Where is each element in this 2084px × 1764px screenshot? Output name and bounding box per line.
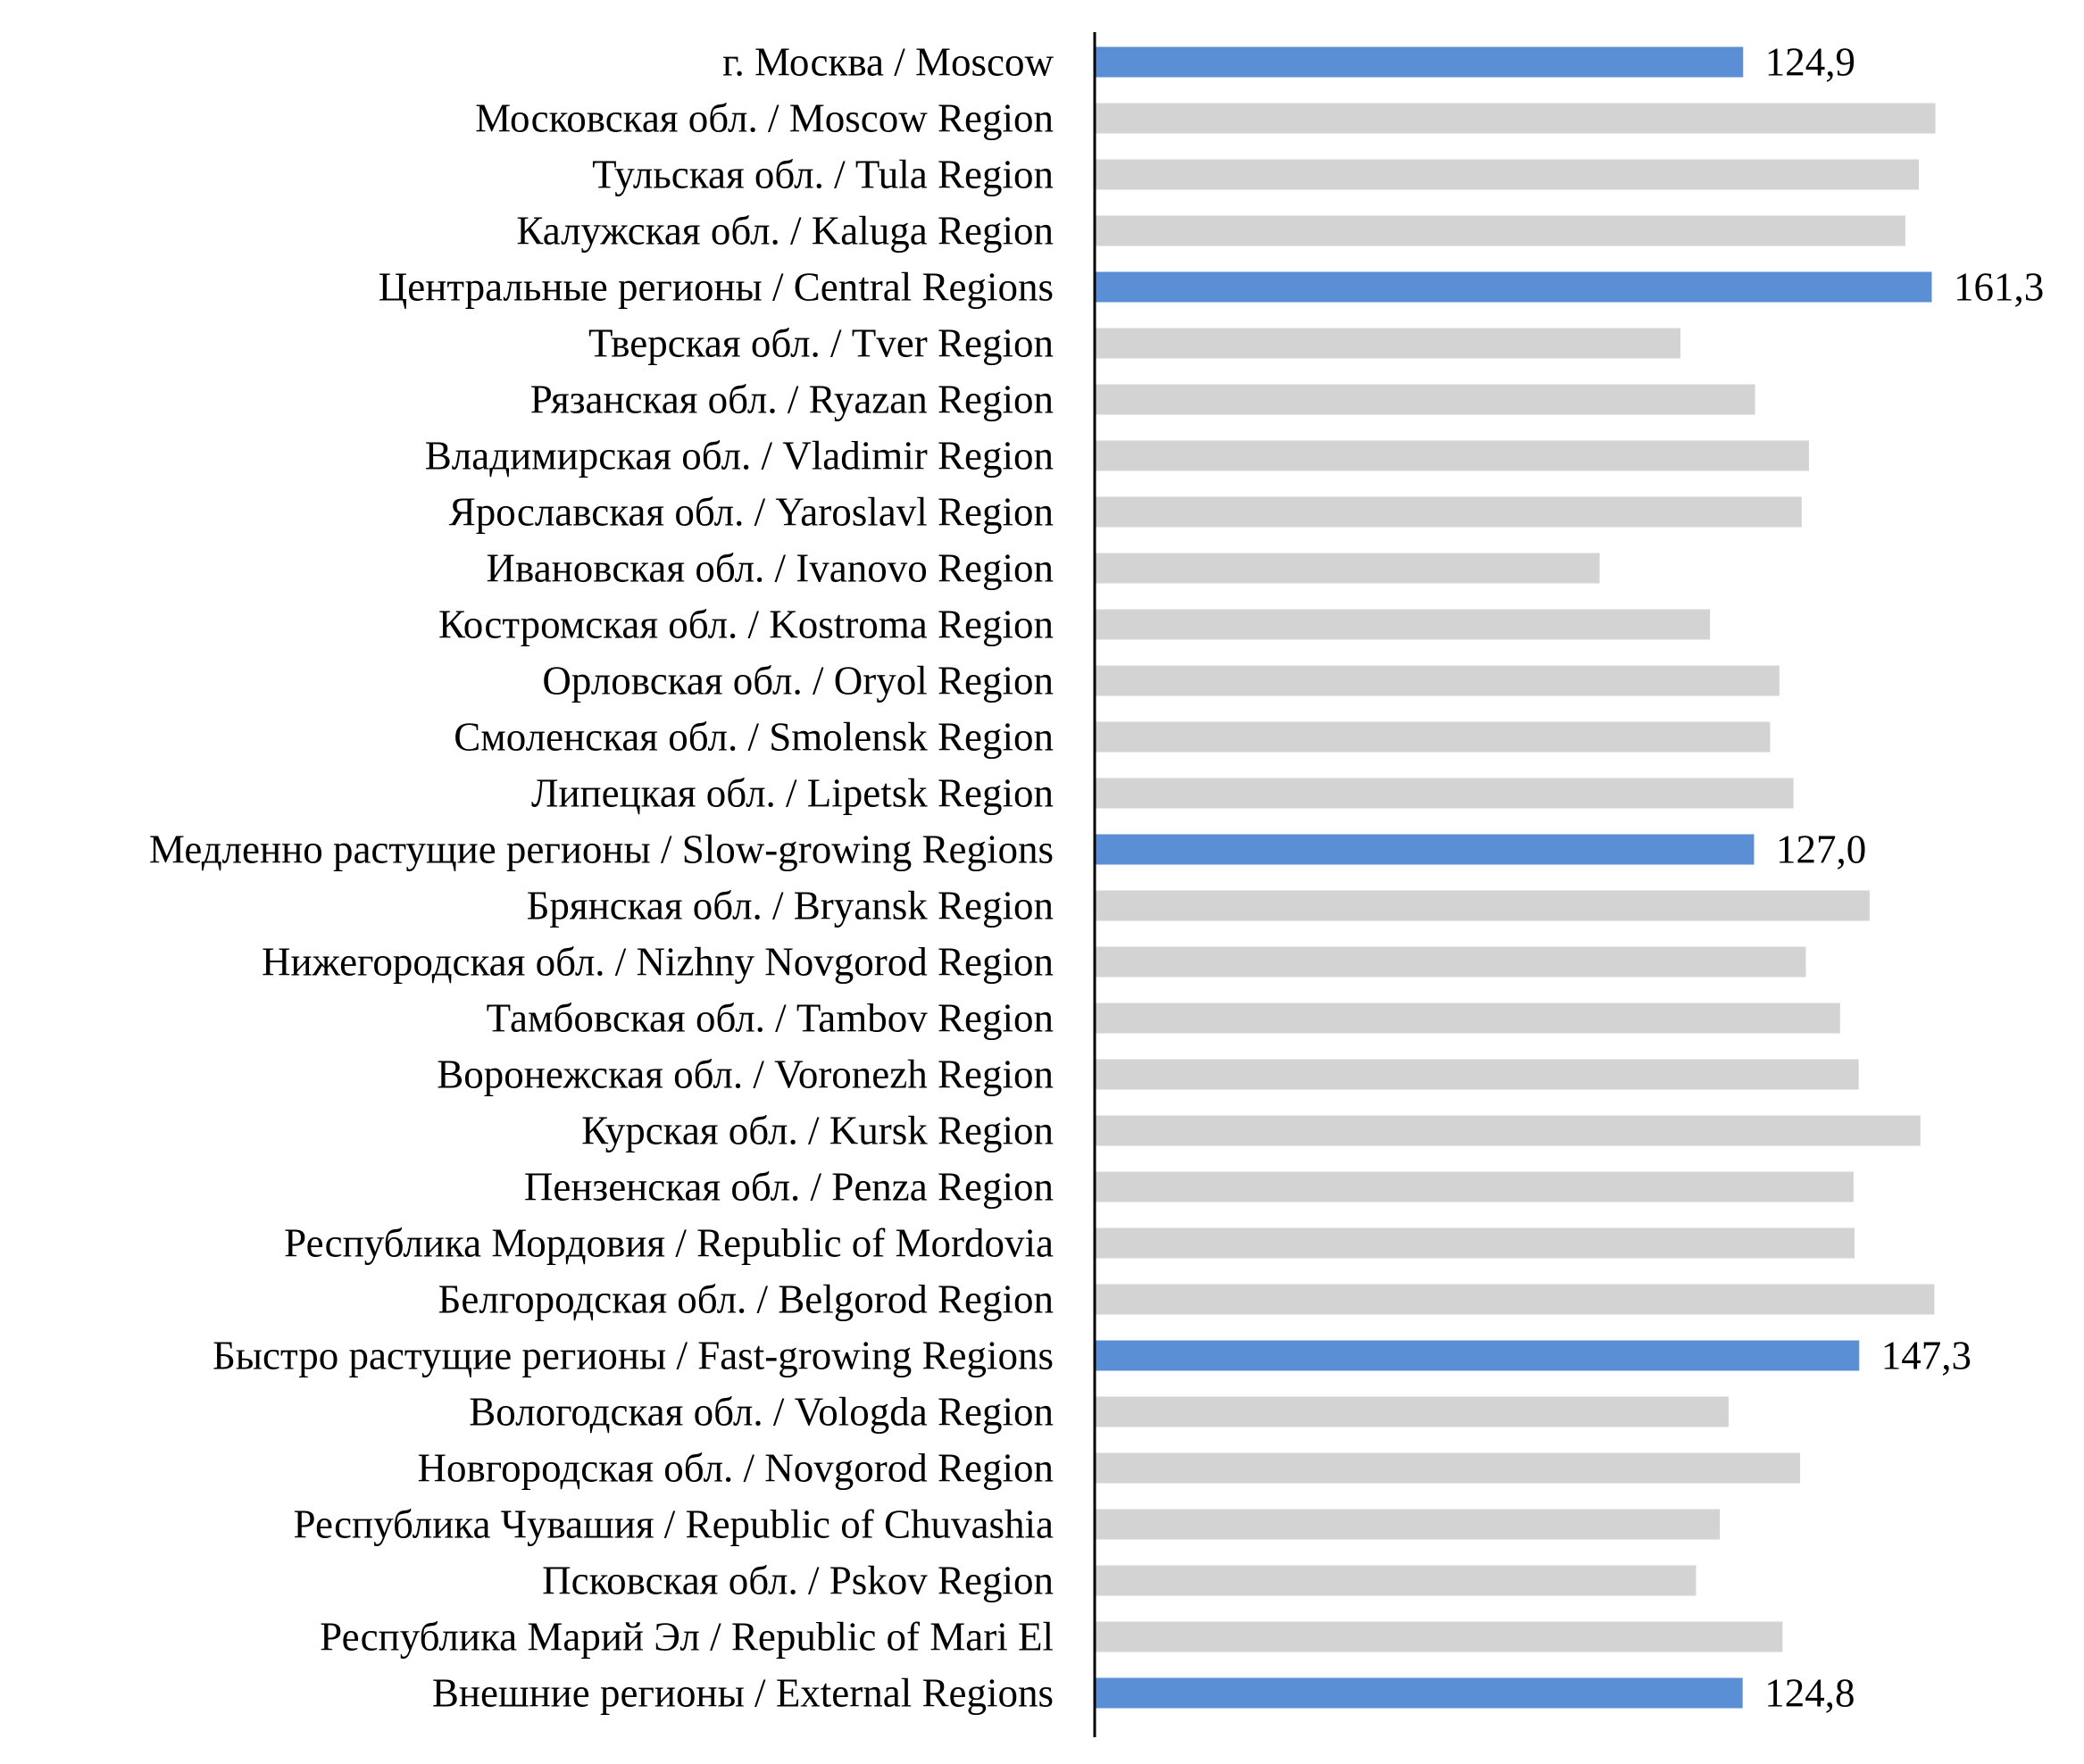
category-label: Московская обл. / Moscow Region [475,96,1054,141]
category-label: Костромская обл. / Kostroma Region [438,603,1054,647]
bar-region [1096,946,1806,978]
category-label: Республика Чувашия / Republic of Chuvash… [294,1502,1054,1547]
data-label: 147,3 [1881,1334,1971,1378]
bar-region [1096,384,1755,415]
bar-region [1096,721,1771,753]
bar-region [1096,496,1802,528]
category-label: Тульская обл. / Tula Region [592,153,1054,197]
bar-region [1096,103,1936,134]
category-label: Псковская обл. / Pskov Region [542,1559,1054,1603]
data-label: 124,9 [1765,40,1855,85]
bar-region [1096,1003,1840,1034]
category-label: Пензенская обл. / Penza Region [524,1165,1054,1210]
bar-aggregate [1096,1677,1743,1709]
category-label: Рязанская обл. / Ryazan Region [530,378,1054,422]
bar-region [1096,328,1681,359]
category-label: Воронежская обл. / Voronezh Region [437,1053,1054,1097]
bar-region [1096,159,1919,190]
bar-aggregate [1096,271,1932,303]
category-label: Новгородская обл. / Novgorod Region [418,1446,1054,1491]
category-label: Внешние регионы / External Regions [432,1671,1054,1716]
category-label: Белгородская обл. / Belgorod Region [438,1277,1054,1322]
bar-region [1096,665,1780,696]
bar-region [1096,215,1905,246]
bar-region [1096,1171,1854,1202]
category-label: Вологодская обл. / Vologda Region [469,1390,1054,1435]
bar-region [1096,1452,1801,1484]
bar-region [1096,890,1870,921]
bar-region [1096,1621,1783,1652]
category-label: Липецкая обл. / Lipetsk Region [531,771,1054,816]
category-label: Республика Марий Эл / Republic of Mari E… [320,1615,1054,1660]
category-label: Брянская обл. / Bryansk Region [527,884,1054,928]
category-label: Ивановская обл. / Ivanovo Region [487,546,1054,591]
bar-region [1096,609,1711,640]
category-label: Нижегородская обл. / Nizhny Novgorod Reg… [262,940,1054,985]
bar-region [1096,1227,1855,1259]
bar-aggregate [1096,834,1755,865]
bar-region [1096,1115,1921,1146]
category-label: г. Москва / Moscow [722,40,1054,85]
bar-region [1096,1284,1935,1315]
category-label: Орловская обл. / Oryol Region [542,659,1054,703]
category-label: Быстро растущие регионы / Fast-growing R… [213,1334,1054,1378]
category-label: Тамбовская обл. / Tambov Region [487,996,1054,1041]
category-label: Республика Мордовия / Republic of Mordov… [284,1221,1054,1266]
bar-region [1096,1509,1721,1540]
category-label: Смоленская обл. / Smolensk Region [454,715,1054,760]
bar-region [1096,1059,1859,1090]
category-label: Калужская обл. / Kaluga Region [516,209,1054,254]
category-label: Курская обл. / Kursk Region [581,1109,1054,1153]
bar-region [1096,1396,1730,1427]
bar-aggregate [1096,1340,1860,1371]
category-label: Медленно растущие регионы / Slow-growing… [149,828,1054,872]
bar-aggregate [1096,46,1744,78]
bar-region [1096,553,1600,584]
category-label: Ярославская обл. / Yaroslavl Region [449,490,1054,535]
bar-region [1096,1565,1696,1596]
data-label: 161,3 [1954,265,2044,310]
data-label: 124,8 [1764,1671,1855,1716]
category-label: Центральные регионы / Central Regions [379,265,1054,310]
bar-region [1096,440,1809,471]
category-label: Тверская обл. / Tver Region [588,321,1054,366]
category-label: Владимирская обл. / Vladimir Region [425,434,1054,478]
bar-region [1096,778,1794,809]
data-label: 127,0 [1776,828,1866,872]
